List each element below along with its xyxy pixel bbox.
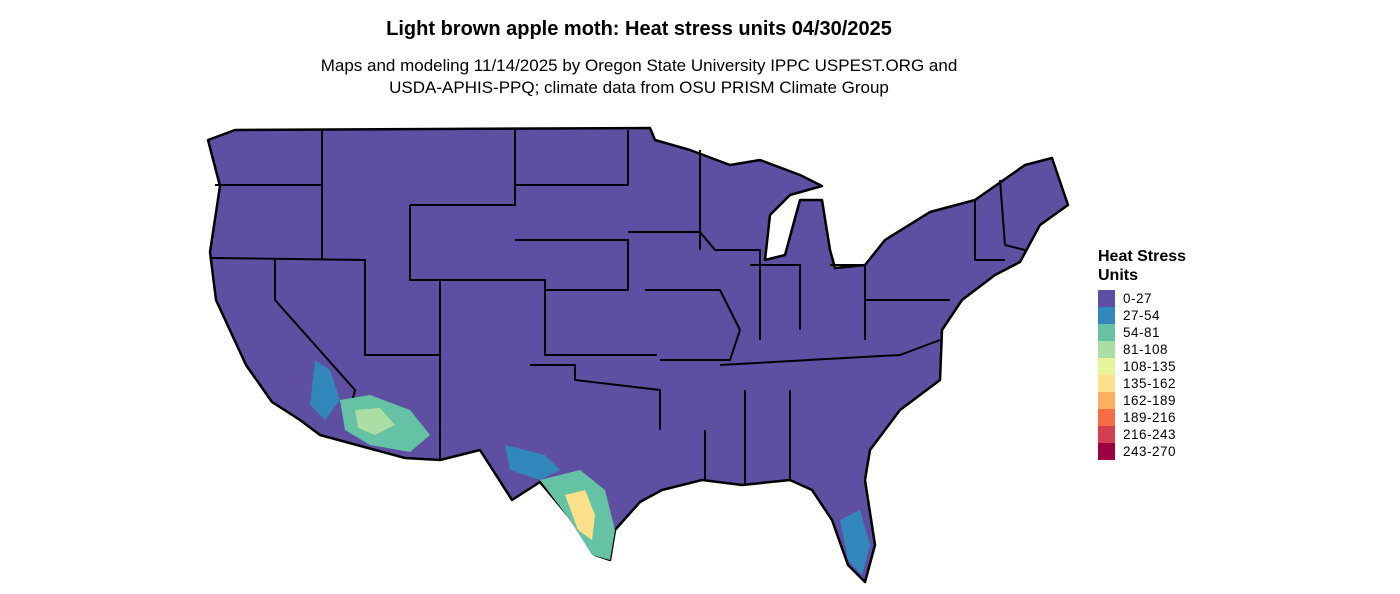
texas-border-area — [505, 445, 560, 480]
legend-label: 135-162 — [1123, 376, 1177, 391]
legend-swatch — [1098, 358, 1115, 375]
legend-swatch — [1098, 290, 1115, 307]
legend-label: 27-54 — [1123, 308, 1161, 323]
legend-item: 162-189 — [1098, 392, 1208, 409]
legend-item: 135-162 — [1098, 375, 1208, 392]
legend-label: 189-216 — [1123, 410, 1177, 425]
legend-swatch — [1098, 307, 1115, 324]
legend-title-text: Heat Stress Units — [1098, 248, 1187, 284]
map-subtitle: Maps and modeling 11/14/2025 by Oregon S… — [0, 55, 1278, 99]
legend-item: 189-216 — [1098, 409, 1208, 426]
legend-label: 162-189 — [1123, 393, 1177, 408]
florida-south-area — [840, 510, 870, 575]
map-title: Light brown apple moth: Heat stress unit… — [386, 18, 892, 40]
legend-label: 54-81 — [1123, 325, 1161, 340]
legend-item: 81-108 — [1098, 341, 1208, 358]
legend-label: 0-27 — [1123, 291, 1153, 306]
state-borders — [211, 130, 1026, 485]
arizona-hot-area — [355, 408, 395, 435]
legend-swatch — [1098, 392, 1115, 409]
texas-hot-area — [565, 490, 595, 540]
legend-swatch — [1098, 409, 1115, 426]
legend-item: 54-81 — [1098, 324, 1208, 341]
legend-swatch — [1098, 375, 1115, 392]
subtitle-line-2: USDA-APHIS-PPQ; climate data from OSU PR… — [389, 78, 889, 97]
legend-label: 243-270 — [1123, 444, 1177, 459]
legend-title: Heat Stress Units — [1098, 247, 1208, 285]
legend-swatch — [1098, 341, 1115, 358]
legend-item: 216-243 — [1098, 426, 1208, 443]
legend-item: 108-135 — [1098, 358, 1208, 375]
legend-swatch — [1098, 426, 1115, 443]
heat-stress-areas — [310, 360, 870, 575]
legend-label: 216-243 — [1123, 427, 1177, 442]
legend-swatch — [1098, 324, 1115, 341]
legend: Heat Stress Units 0-27 27-54 54-81 81-108 10… — [1098, 247, 1208, 460]
legend-item: 243-270 — [1098, 443, 1208, 460]
legend-label: 81-108 — [1123, 342, 1169, 357]
subtitle-line-1: Maps and modeling 11/14/2025 by Oregon S… — [320, 56, 958, 75]
legend-swatch — [1098, 443, 1115, 460]
legend-item: 0-27 — [1098, 290, 1208, 307]
california-desert-area — [310, 360, 340, 420]
legend-item: 27-54 — [1098, 307, 1208, 324]
legend-label: 108-135 — [1123, 359, 1177, 374]
